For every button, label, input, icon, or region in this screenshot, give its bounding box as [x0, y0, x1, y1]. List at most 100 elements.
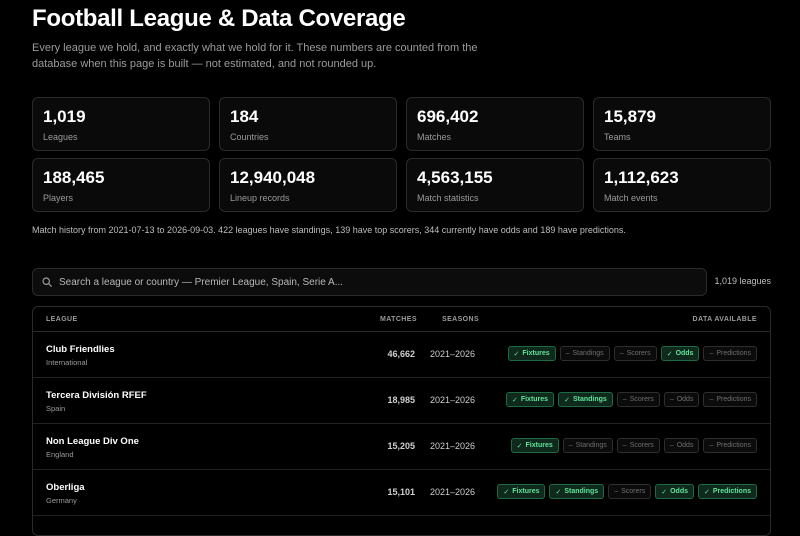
chip-odds: – Odds [663, 438, 700, 453]
stat-value: 4,563,155 [417, 168, 493, 187]
chip-label: Scorers [626, 350, 651, 357]
chip-odds: ✓ Odds [660, 346, 700, 361]
chip-label: Predictions [716, 350, 751, 357]
stat-label: Players [43, 193, 74, 203]
chip-fixtures: ✓ Fixtures [497, 484, 546, 499]
header-matches: MATCHES [380, 316, 417, 323]
league-table: LEAGUE MATCHES SEASONS DATA AVAILABLE Cl… [32, 306, 771, 536]
data-availability-chips: ✓ Fixtures ✓ Standings – Scorers – Odds – Predict… [505, 392, 757, 407]
dash-icon: – [669, 396, 674, 403]
chip-label: Odds [676, 396, 694, 403]
chip-odds: – Odds [663, 392, 700, 407]
chip-label: Odds [675, 350, 694, 357]
chip-label: Fixtures [520, 396, 549, 403]
stat-card-matches: 696,402 Matches [406, 97, 584, 151]
search-icon [42, 277, 52, 287]
stat-card-match-statistics: 4,563,155 Match statistics [406, 158, 584, 212]
chip-fixtures: ✓ Fixtures [507, 346, 556, 361]
stat-value: 12,940,048 [230, 168, 316, 187]
dash-icon: – [709, 396, 714, 403]
league-region: International [46, 358, 88, 367]
chip-label: Fixtures [512, 488, 540, 495]
stat-card-lineup-records: 12,940,048 Lineup records [219, 158, 397, 212]
chip-scorers: – Scorers [608, 484, 652, 499]
league-region: Germany [46, 496, 77, 505]
league-name: Club Friendlies [46, 344, 115, 355]
chip-standings: ✓ Standings [558, 392, 613, 407]
page-title: Football League & Data Coverage [32, 5, 406, 32]
stat-card-countries: 184 Countries [219, 97, 397, 151]
league-name: Tercera División RFEF [46, 390, 147, 401]
chip-label: Fixtures [522, 350, 550, 357]
search-row: 1,019 leagues [32, 268, 771, 296]
chip-predictions: ✓ Predictions [698, 484, 757, 499]
dash-icon: – [622, 396, 627, 403]
stat-label: Countries [230, 132, 269, 142]
table-row[interactable]: Tercera División RFEF Spain 18,985 2021–202… [33, 378, 770, 424]
stat-label: Lineup records [230, 193, 290, 203]
chip-label: Standings [564, 488, 599, 495]
data-availability-chips: ✓ Fixtures – Standings – Scorers – Odds – Predict… [510, 438, 757, 453]
check-icon: ✓ [661, 488, 668, 496]
stat-value: 696,402 [417, 107, 479, 126]
table-body: Club Friendlies International 46,662 2021–2… [33, 332, 770, 516]
chip-label: Scorers [629, 442, 654, 449]
chip-standings: ✓ Standings [549, 484, 605, 499]
chip-scorers: – Scorers [616, 438, 660, 453]
stat-label: Match statistics [417, 193, 479, 203]
stat-value: 1,019 [43, 107, 86, 126]
data-availability-chips: ✓ Fixtures – Standings – Scorers ✓ Odds – Predict… [507, 346, 757, 361]
chip-label: Standings [572, 396, 607, 403]
data-availability-chips: ✓ Fixtures ✓ Standings – Scorers ✓ Odds ✓ Predict… [497, 484, 757, 499]
stat-value: 15,879 [604, 107, 656, 126]
search-box[interactable] [32, 268, 707, 296]
dash-icon: – [568, 442, 573, 449]
dash-icon: – [619, 350, 624, 357]
chip-label: Fixtures [525, 442, 553, 449]
league-region: Spain [46, 404, 66, 413]
check-icon: ✓ [704, 488, 710, 496]
chip-label: Scorers [629, 396, 654, 403]
chip-label: Standings [572, 350, 604, 357]
dash-icon: – [614, 488, 619, 495]
chip-fixtures: ✓ Fixtures [505, 392, 555, 407]
stat-card-players: 188,465 Players [32, 158, 210, 212]
stat-value: 1,112,623 [604, 168, 679, 187]
header-seasons: SEASONS [442, 316, 480, 323]
chip-label: Odds [676, 442, 694, 449]
check-icon: ✓ [564, 396, 570, 404]
header-league: LEAGUE [46, 316, 78, 323]
chip-label: Standings [575, 442, 607, 449]
table-row[interactable]: Club Friendlies International 46,662 2021–2… [33, 332, 770, 378]
chip-label: Predictions [716, 396, 751, 403]
league-count: 1,019 leagues [714, 276, 771, 286]
stat-label: Teams [604, 132, 631, 142]
table-row[interactable]: Non League Div One England 15,205 2021–2026… [33, 424, 770, 470]
table-row[interactable]: Oberliga Germany 15,101 2021–2026 ✓ Fixtures ✓… [33, 470, 770, 516]
stat-label: Leagues [43, 132, 78, 142]
league-matches: 15,101 [387, 487, 415, 497]
chip-standings: – Standings [562, 438, 613, 453]
league-matches: 46,662 [387, 349, 415, 359]
check-icon: ✓ [513, 350, 520, 358]
header-data-available: DATA AVAILABLE [692, 316, 757, 323]
chip-label: Predictions [712, 488, 751, 495]
league-region: England [46, 450, 74, 459]
chip-scorers: – Scorers [613, 346, 657, 361]
league-matches: 15,205 [387, 441, 415, 451]
check-icon: ✓ [666, 350, 673, 358]
chip-label: Scorers [621, 488, 646, 495]
table-header: LEAGUE MATCHES SEASONS DATA AVAILABLE [33, 307, 770, 332]
stat-label: Match events [604, 193, 658, 203]
chip-predictions: – Predictions [703, 438, 757, 453]
league-seasons: 2021–2026 [430, 487, 476, 497]
stat-value: 184 [230, 107, 259, 126]
chip-standings: – Standings [559, 346, 610, 361]
league-matches: 18,985 [387, 395, 415, 405]
chip-label: Predictions [716, 442, 751, 449]
page-subtitle: Every league we hold, and exactly what w… [32, 42, 478, 70]
dash-icon: – [669, 442, 674, 449]
league-seasons: 2021–2026 [430, 441, 476, 451]
dash-icon: – [565, 350, 570, 357]
search-input[interactable] [59, 269, 659, 295]
